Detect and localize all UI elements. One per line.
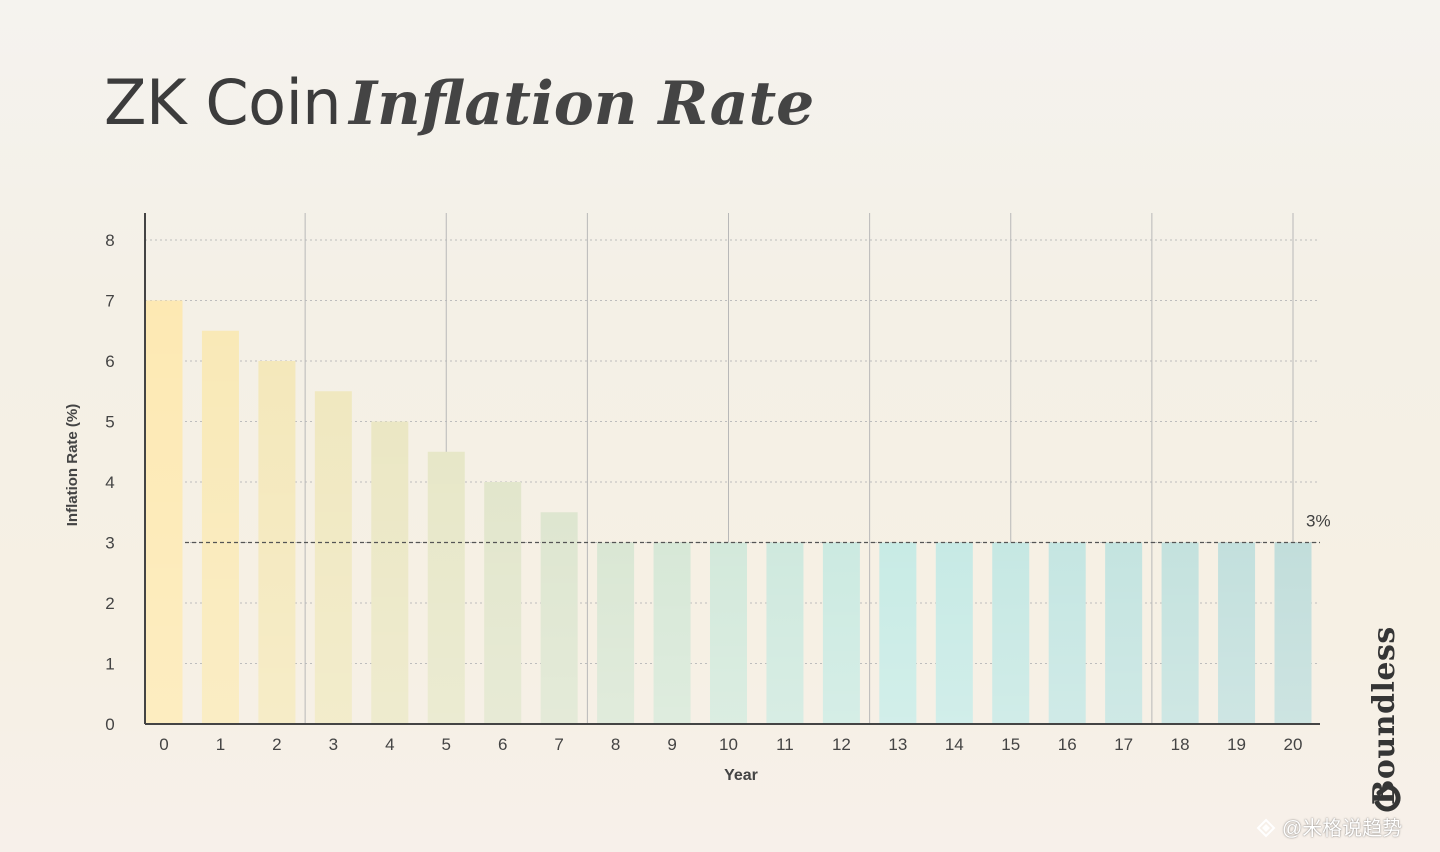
x-tick-label: 17 (1114, 735, 1133, 754)
bar-shade-9 (653, 542, 691, 724)
y-tick-label: 4 (105, 473, 114, 492)
x-tick-label: 8 (611, 735, 620, 754)
bar-shade-14 (935, 542, 973, 724)
reference-line-label: 3% (1306, 512, 1331, 531)
bar-shade-6 (484, 482, 522, 724)
bar-shade-12 (822, 542, 860, 724)
y-tick-label: 1 (105, 655, 114, 674)
y-axis-title: Inflation Rate (%) (64, 404, 81, 527)
y-tick-label: 2 (105, 594, 114, 613)
bar-shade-10 (710, 542, 747, 724)
bar-shade-13 (879, 542, 917, 724)
bar-shade-1 (201, 330, 239, 724)
y-tick-label: 6 (105, 352, 114, 371)
brand-name: Boundless (1367, 626, 1402, 805)
x-tick-label: 12 (832, 735, 851, 754)
x-tick-label: 9 (667, 735, 676, 754)
x-tick-label: 0 (159, 735, 168, 754)
bar-shade-0 (145, 300, 183, 724)
x-tick-label: 14 (945, 735, 964, 754)
y-tick-label: 7 (105, 292, 114, 311)
bar-shade-8 (597, 542, 635, 724)
chart-title-main: ZK Coin (104, 66, 342, 139)
x-tick-label: 7 (554, 735, 563, 754)
source-credit-text: @米格说趋势 (1282, 818, 1403, 840)
x-tick-label: 15 (1001, 735, 1020, 754)
x-tick-label: 19 (1227, 735, 1246, 754)
bar-shade-4 (371, 421, 409, 724)
reference-line-group: 3% (185, 512, 1331, 544)
bar-shade-7 (540, 512, 578, 724)
brand-logo-icon (1374, 784, 1401, 812)
bar-shade-16 (1048, 542, 1086, 724)
x-tick-label: 10 (719, 735, 738, 754)
bar-shade-17 (1105, 542, 1143, 724)
x-tick-label: 6 (498, 735, 507, 754)
x-tick-label: 11 (776, 735, 794, 754)
x-tick-label: 1 (216, 735, 225, 754)
x-tick-label: 18 (1171, 735, 1190, 754)
y-tick-label: 0 (105, 715, 114, 734)
bar-shade-15 (992, 542, 1030, 724)
x-tick-label: 4 (385, 735, 394, 754)
x-axis-title: Year (724, 767, 758, 784)
x-tick-label: 3 (329, 735, 338, 754)
x-tick-label: 13 (888, 735, 907, 754)
x-tick-label: 16 (1058, 735, 1077, 754)
x-tick-label: 20 (1284, 735, 1303, 754)
y-tick-label: 3 (105, 534, 114, 553)
chart-title: ZK Coin Inflation Rate (104, 72, 814, 135)
bar-shade-5 (427, 451, 465, 724)
x-tick-label: 5 (442, 735, 451, 754)
x-tick-label: 2 (272, 735, 281, 754)
bar-shade-3 (314, 391, 352, 724)
source-credit: @米格说趋势 (1256, 812, 1402, 841)
bars (145, 300, 1312, 724)
bar-shade-11 (766, 542, 804, 724)
axes (144, 213, 1320, 725)
chart-title-accent: Inflation Rate (349, 69, 815, 139)
source-diamond-icon (1256, 818, 1276, 838)
bar-shade-18 (1161, 542, 1199, 724)
y-tick-label: 5 (105, 413, 114, 432)
bar-shade-19 (1218, 542, 1256, 724)
bar-shade-20 (1274, 542, 1312, 724)
y-tick-label: 8 (105, 231, 114, 250)
